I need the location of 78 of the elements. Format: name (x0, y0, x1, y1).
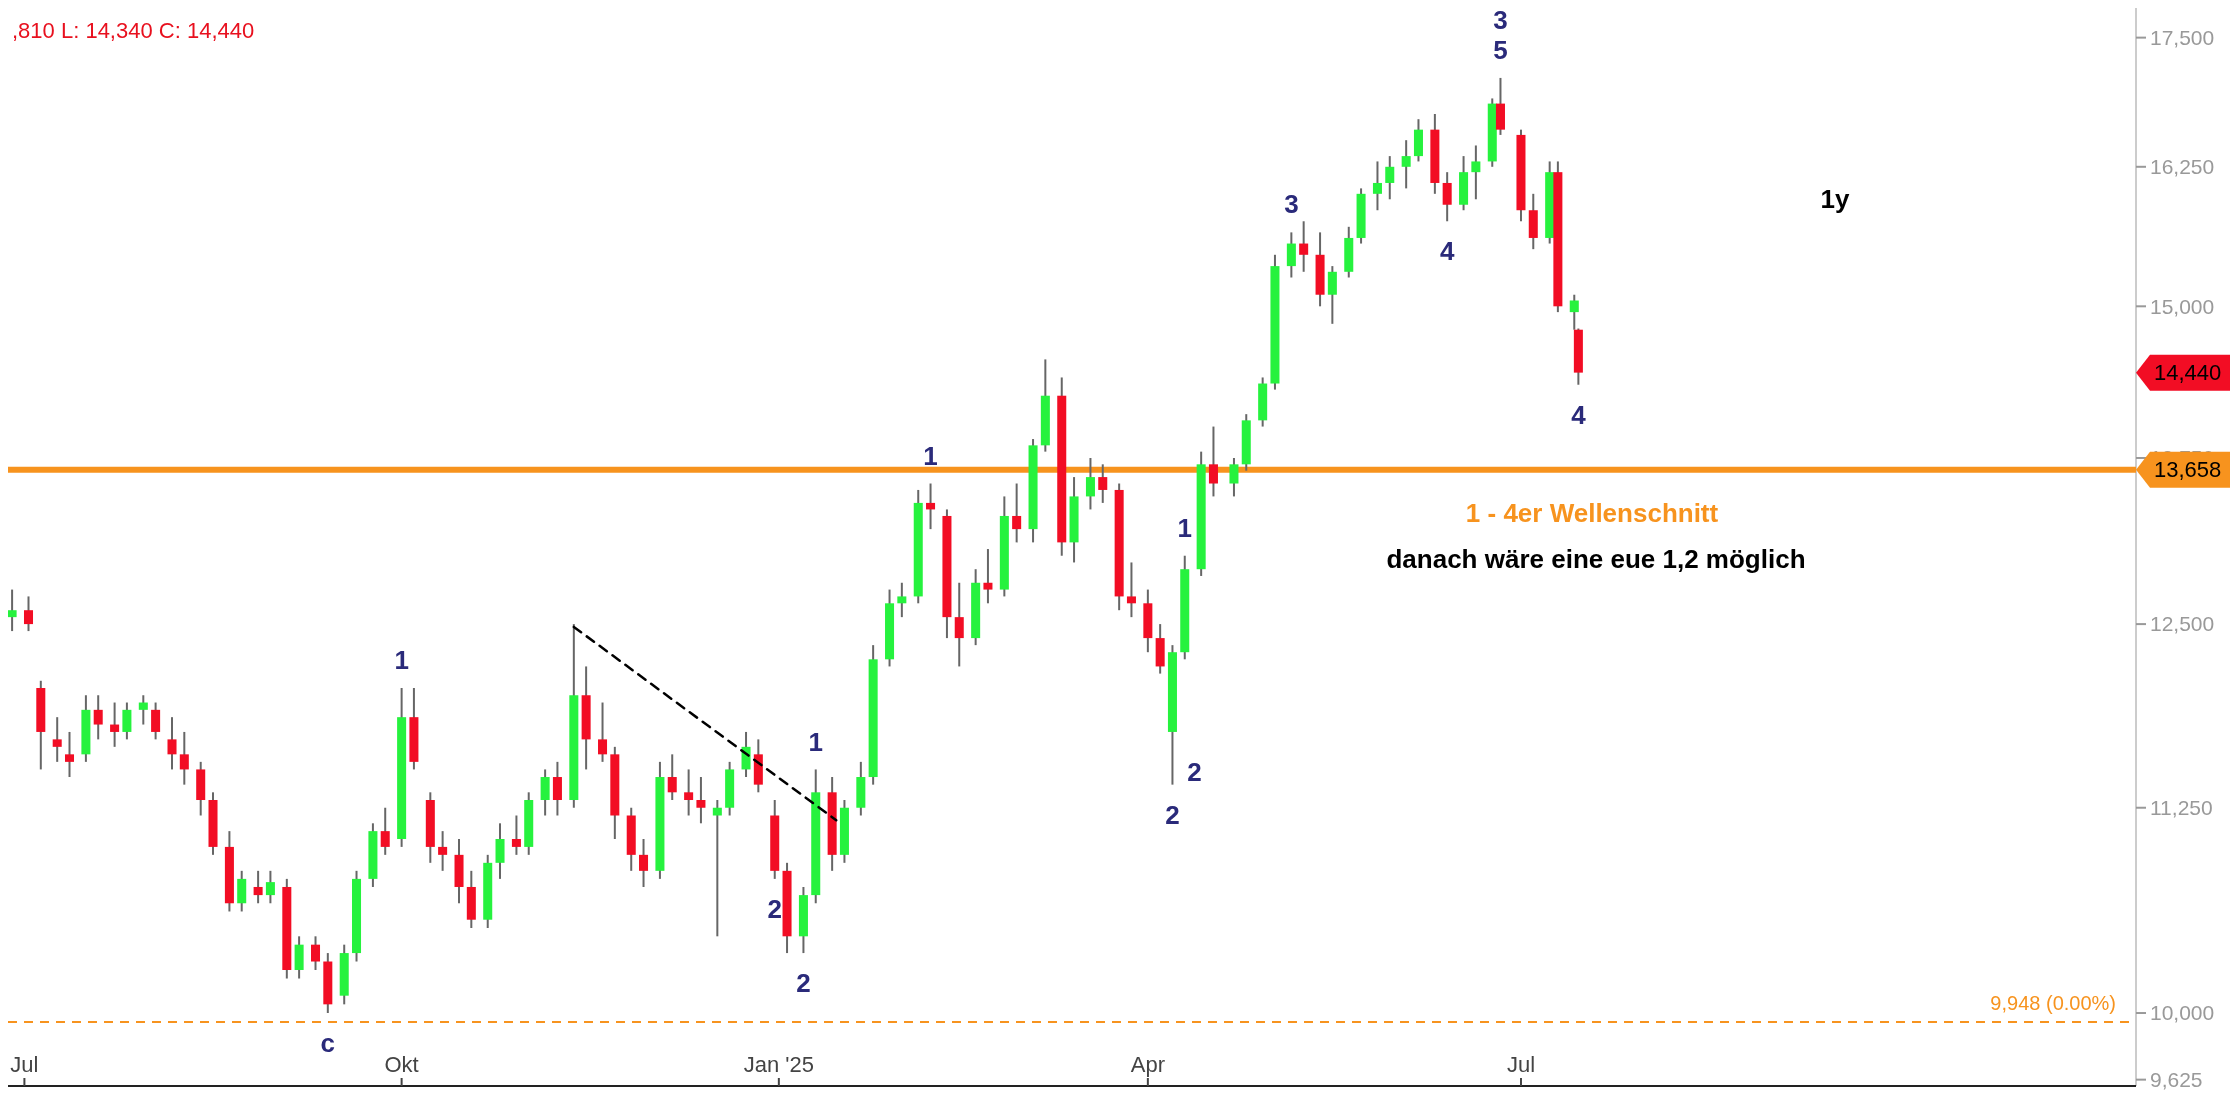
annotation: 1 (1177, 512, 1192, 543)
y-tick-label: 10,000 (2150, 1001, 2215, 1025)
candlestick (712, 799, 722, 938)
annotation: ,810 L: 14,340 C: 14,440 (12, 18, 255, 43)
candlestick (1126, 561, 1136, 619)
annotation: 5 (1493, 35, 1508, 66)
candlestick (1442, 171, 1452, 223)
annotation: 2 (767, 893, 782, 924)
candlestick (598, 701, 608, 763)
candlestick (151, 701, 161, 741)
candlestick (511, 814, 521, 856)
candlestick (954, 581, 964, 668)
x-tick-label: Jul (1506, 1052, 1536, 1077)
candlestick (1085, 456, 1095, 511)
candlestick (23, 595, 34, 633)
y-tick-label: 15,000 (2150, 294, 2215, 318)
annotation: c (320, 1028, 336, 1059)
candlestick (495, 822, 505, 880)
candlestick (8, 588, 17, 633)
candlestick (1327, 265, 1337, 325)
annotation: 1 - 4er Wellenschnitt (1465, 498, 1719, 528)
candlestick (311, 935, 321, 971)
candlestick (1385, 155, 1395, 201)
x-tick-label: Okt (384, 1052, 419, 1077)
candlestick (438, 830, 448, 872)
ref-line-label: 9,948 (0.00%) (1990, 992, 2116, 1015)
candlestick (64, 730, 75, 779)
candlestick (1372, 160, 1382, 212)
annotation: 2 (796, 968, 811, 999)
candlestick (1299, 220, 1309, 273)
candlestick (983, 548, 993, 605)
candlestick (552, 760, 562, 817)
y-tick-label: 12,500 (2150, 612, 2215, 636)
x-tick-label: Jan '25 (743, 1052, 814, 1077)
candlestick (1401, 139, 1411, 190)
candlestick (1286, 231, 1296, 279)
candlestick (93, 694, 103, 741)
candlestick (1229, 456, 1239, 498)
y-tick-label: 9,625 (2150, 1068, 2203, 1091)
ref-line-label: 13,658 (2154, 457, 2222, 483)
candlestick (684, 768, 694, 817)
x-tick-label: Apr (1130, 1052, 1165, 1077)
annotation: 1 (923, 440, 938, 471)
candlestick (265, 869, 275, 905)
annotation: danach wäre eine eue 1,2 möglich (1386, 544, 1806, 574)
y-tick-label: 16,250 (2150, 155, 2215, 179)
candlestick (1098, 463, 1108, 504)
annotation: 4 (1439, 236, 1455, 267)
candlestick (253, 869, 263, 905)
candlestick (1471, 144, 1481, 201)
x-tick-label: Jul (10, 1052, 39, 1077)
candlestick (1208, 425, 1218, 498)
text: 1y (1820, 184, 1850, 214)
y-tick-label: 11,250 (2150, 796, 2213, 820)
candlestick (110, 701, 120, 748)
candlestick (639, 838, 649, 888)
annotation: 3 (1284, 189, 1299, 220)
annotation: 1 (808, 726, 823, 757)
y-tick-label: 17,500 (2150, 25, 2215, 49)
candlestick (179, 730, 189, 786)
candlestick (122, 701, 132, 741)
candlestick (1569, 293, 1579, 331)
candlestick (696, 776, 706, 825)
annotation: 2 (1165, 799, 1180, 830)
candlestick (540, 768, 550, 817)
annotation: 3 (1493, 5, 1508, 36)
candlestick (380, 806, 390, 856)
annotation: 4 (1571, 399, 1587, 430)
text: 14,440 (2154, 360, 2222, 386)
candlestick (897, 581, 907, 619)
candlestick (138, 694, 148, 726)
annotation: 2 (1187, 757, 1202, 788)
candlestick (1012, 482, 1022, 544)
candlestick (52, 716, 62, 763)
candlestick (667, 753, 677, 802)
annotation: 1 (394, 645, 409, 676)
candlestick (926, 482, 936, 531)
candlestick (167, 716, 177, 771)
